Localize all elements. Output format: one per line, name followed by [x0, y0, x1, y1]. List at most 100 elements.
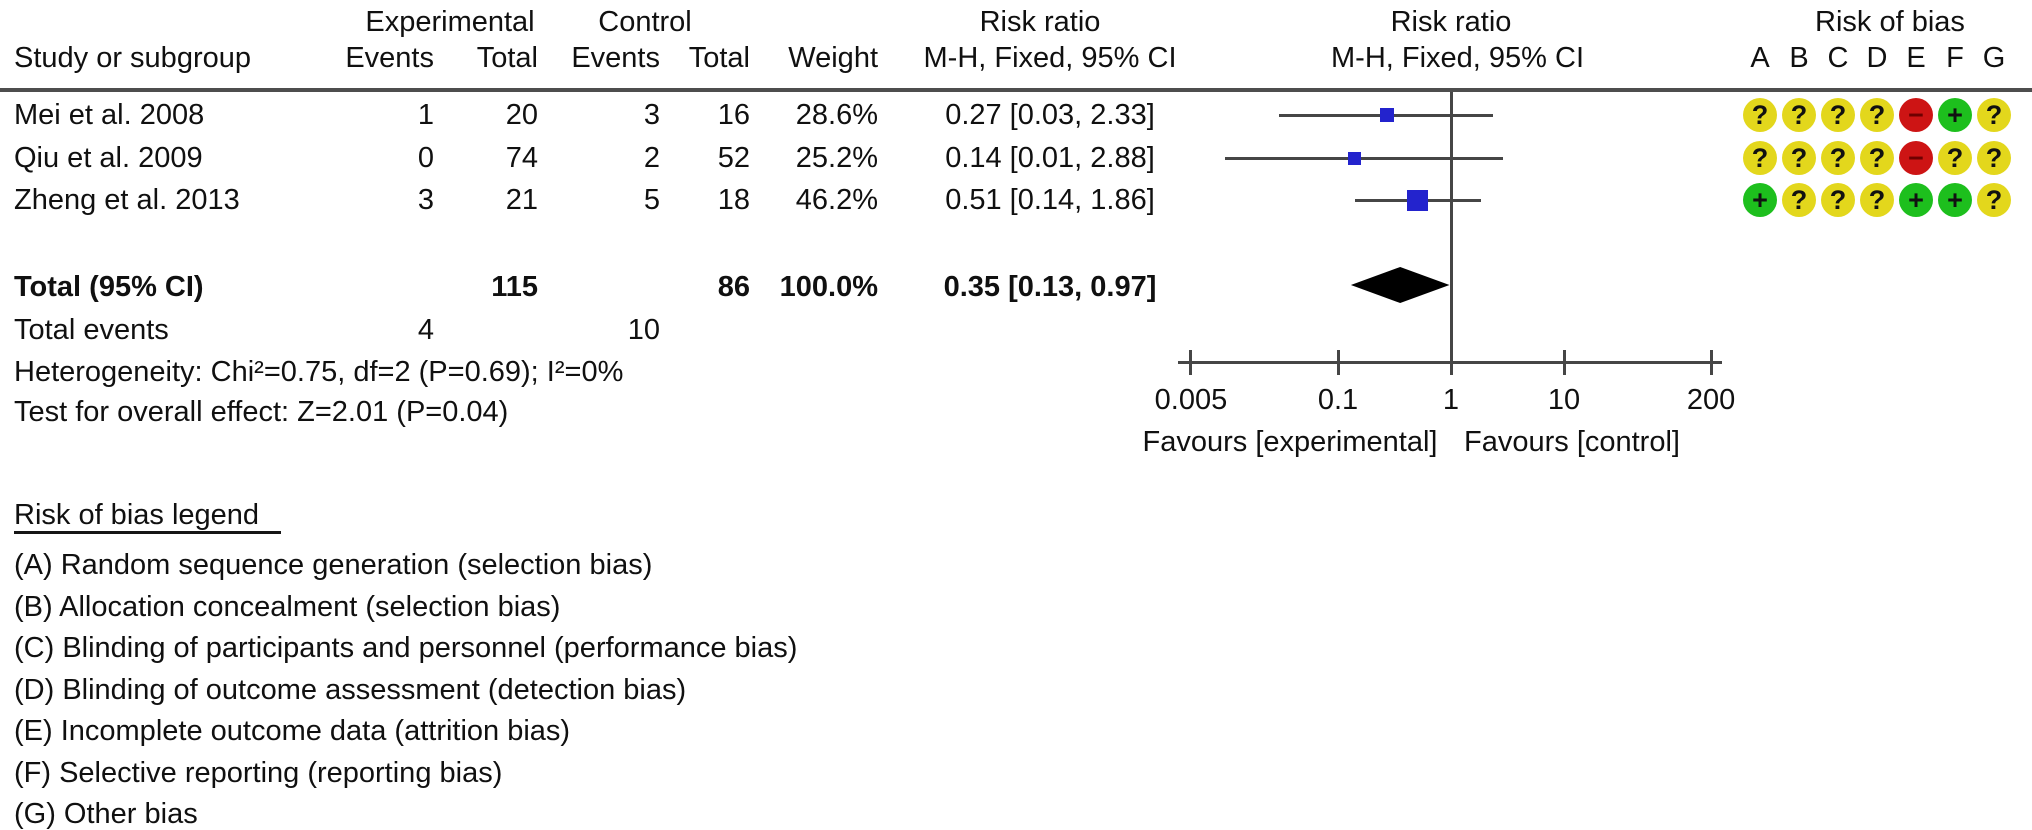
risk-ratio-ci-value: 0.51 [0.14, 1.86] [945, 184, 1155, 216]
events-exp-value: 0 [417, 142, 434, 174]
effect-square [1407, 189, 1429, 211]
weight-value: 28.6% [795, 99, 878, 131]
axis-tick [1336, 350, 1340, 375]
col-header-mh-plot: M-H, Fixed, 95% CI [1331, 42, 1584, 74]
total-weight: 100.0% [779, 271, 878, 303]
total-exp-value: 20 [505, 99, 538, 131]
axis-tick-label: 200 [1686, 384, 1736, 416]
events-ctl-value: 5 [643, 184, 660, 216]
axis-label-favours-control: Favours [control] [1464, 426, 1680, 458]
risk-ratio-ci-value: 0.14 [0.01, 2.88] [945, 142, 1155, 174]
col-header-events-exp: Events [345, 42, 434, 74]
legend-item-b: (B) Allocation concealment (selection bi… [14, 590, 561, 623]
bias-col-letter-e: E [1906, 42, 1926, 74]
bias-circle-g: ? [1977, 183, 2011, 217]
col-header-total-ctl: Total [688, 42, 750, 74]
axis-label-favours-experimental: Favours [experimental] [1142, 426, 1438, 458]
bias-circle-b: ? [1782, 183, 1816, 217]
table-row-total: Total (95% CI) 115 86 100.0% 0.35 [0.13,… [0, 266, 2032, 308]
group-header-risk-ratio-plot: Risk ratio [1390, 6, 1512, 38]
weight-value: 25.2% [795, 142, 878, 174]
axis-tick-label: 10 [1547, 384, 1581, 416]
bias-col-letter-a: A [1750, 42, 1770, 74]
study-name: Qiu et al. 2009 [14, 142, 203, 174]
events-ctl-value: 2 [643, 142, 660, 174]
col-header-events-ctl: Events [571, 42, 660, 74]
total-ctl-sum: 86 [717, 271, 750, 303]
weight-value: 46.2% [795, 184, 878, 216]
effect-square [1348, 151, 1361, 165]
bias-circle-c: ? [1821, 183, 1855, 217]
total-ctl-value: 52 [717, 142, 750, 174]
column-header-row: Study or subgroup Events Total Events To… [0, 37, 2032, 79]
table-row-total-events: Total events 4 10 [0, 309, 2032, 351]
risk-ratio-ci-value: 0.27 [0.03, 2.33] [945, 99, 1155, 131]
group-header-control: Control [598, 6, 692, 38]
axis-tick-label: 1 [1442, 384, 1460, 416]
risk-of-bias-legend-list: (A) Random sequence generation (selectio… [14, 545, 1214, 830]
ci-line [1225, 156, 1503, 160]
bias-circle-a: ? [1743, 98, 1777, 132]
bias-circle-g: ? [1977, 141, 2011, 175]
study-name: Mei et al. 2008 [14, 99, 205, 131]
total-exp-value: 74 [505, 142, 538, 174]
heterogeneity-row: Heterogeneity: Chi²=0.75, df=2 (P=0.69);… [0, 351, 2032, 393]
total-ctl-value: 18 [717, 184, 750, 216]
events-exp-value: 1 [417, 99, 434, 131]
col-header-total-exp: Total [476, 42, 538, 74]
col-header-mh-text: M-H, Fixed, 95% CI [923, 42, 1177, 74]
events-ctl-value: 3 [643, 99, 660, 131]
total-risk-ratio-ci: 0.35 [0.13, 0.97] [943, 271, 1157, 303]
total-events-exp: 4 [417, 314, 434, 346]
axis-tick [1189, 350, 1193, 375]
bias-col-letter-b: B [1789, 42, 1809, 74]
bias-circle-e: − [1899, 141, 1933, 175]
bias-circle-c: ? [1821, 98, 1855, 132]
table-row-study: Mei et al. 2008 1 20 3 16 28.6% 0.27 [0.… [0, 94, 2032, 136]
total-events-ctl: 10 [627, 314, 660, 346]
bias-circle-f: ? [1938, 141, 1972, 175]
axis-tick [1709, 350, 1713, 375]
legend-item-e: (E) Incomplete outcome data (attrition b… [14, 715, 571, 747]
legend-item-g: (G) Other bias [14, 798, 198, 830]
axis-tick [1449, 350, 1453, 375]
bias-circle-e: − [1899, 98, 1933, 132]
bias-circle-a: + [1743, 183, 1777, 217]
bias-col-letter-c: C [1827, 42, 1849, 74]
legend-item-a: (A) Random sequence generation (selectio… [14, 549, 653, 581]
header-divider-line [0, 88, 2032, 92]
bias-circle-b: ? [1782, 98, 1816, 132]
total-exp-value: 21 [505, 184, 538, 216]
total-label: Total (95% CI) [14, 271, 204, 303]
group-header-row: Experimental Control Risk ratio Risk rat… [0, 1, 2032, 43]
table-row-study: Zheng et al. 2013 3 21 5 18 46.2% 0.51 [… [0, 179, 2032, 221]
bias-circle-f: + [1938, 98, 1972, 132]
group-header-risk-of-bias: Risk of bias [1815, 6, 1965, 38]
effect-square [1379, 108, 1394, 122]
group-header-risk-ratio-text: Risk ratio [979, 6, 1101, 38]
group-header-experimental: Experimental [365, 6, 535, 38]
heterogeneity-text: Heterogeneity: Chi²=0.75, df=2 (P=0.69);… [14, 356, 624, 388]
overall-effect-row: Test for overall effect: Z=2.01 (P=0.04) [0, 391, 2032, 433]
risk-of-bias-legend-title-text: Risk of bias legend [14, 499, 282, 534]
axis-tick [1562, 350, 1566, 375]
bias-circle-e: + [1899, 183, 1933, 217]
axis-tick-label: 0.1 [1317, 384, 1359, 416]
bias-circle-d: ? [1860, 183, 1894, 217]
total-ctl-value: 16 [717, 99, 750, 131]
bias-circle-g: ? [1977, 98, 2011, 132]
study-name: Zheng et al. 2013 [14, 184, 240, 216]
table-row-study: Qiu et al. 2009 0 74 2 52 25.2% 0.14 [0.… [0, 137, 2032, 179]
bias-circle-a: ? [1743, 141, 1777, 175]
events-exp-value: 3 [417, 184, 434, 216]
bias-col-letter-g: G [1982, 42, 2006, 74]
bias-col-letter-d: D [1866, 42, 1888, 74]
axis-tick-label: 0.005 [1154, 384, 1228, 416]
col-header-weight: Weight [788, 42, 878, 74]
bias-circle-d: ? [1860, 98, 1894, 132]
total-exp-sum: 115 [491, 271, 538, 303]
total-events-label: Total events [14, 314, 169, 346]
legend-item-f: (F) Selective reporting (reporting bias) [14, 756, 503, 789]
legend-item-c: (C) Blinding of participants and personn… [14, 632, 798, 664]
